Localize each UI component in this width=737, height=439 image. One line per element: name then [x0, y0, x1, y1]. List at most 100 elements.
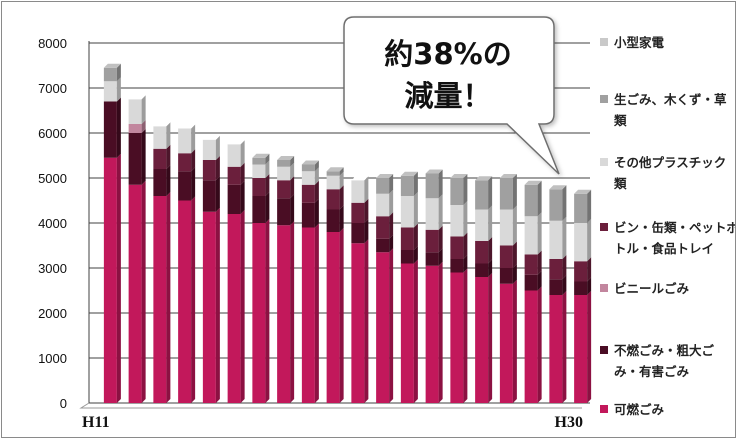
bar-side: [587, 277, 592, 295]
bar-side: [463, 268, 468, 403]
bar-side: [339, 205, 344, 232]
legend-label: み・有害ごみ: [614, 364, 690, 379]
bar-side: [413, 171, 418, 196]
bar-side: [537, 180, 542, 217]
bar-segment: [277, 180, 291, 199]
bar-segment: [178, 128, 192, 154]
bar-segment: [351, 243, 365, 403]
bar-side: [116, 63, 121, 82]
bar-side: [389, 212, 394, 239]
bar-segment: [524, 254, 538, 275]
bar-segment: [326, 175, 340, 190]
bar-segment: [326, 209, 340, 232]
bar-top: [103, 63, 121, 68]
bar-segment: [301, 202, 315, 228]
bar-side: [290, 176, 295, 199]
bar-top: [425, 169, 443, 174]
bar-segment: [178, 200, 192, 403]
bar-top: [400, 171, 418, 176]
bar-side: [463, 174, 468, 205]
bar-segment: [450, 272, 464, 403]
bar-side: [166, 192, 171, 403]
bar-segment: [400, 263, 414, 403]
bar-side: [389, 189, 394, 217]
bar-side: [215, 176, 220, 212]
bar-segment: [574, 295, 588, 403]
legend: 小型家電生ごみ、木くず・草類その他プラスチック類ビン・缶類・ペットボトル・食品ト…: [600, 35, 735, 417]
bar-segment: [524, 274, 538, 291]
x-tick-labels: H11 H30: [82, 414, 583, 431]
bar-side: [438, 169, 443, 199]
bar-segment: [549, 189, 563, 221]
bar-side: [339, 228, 344, 403]
bar-side: [364, 176, 369, 203]
bar-side: [364, 198, 369, 223]
bar-top: [351, 176, 369, 181]
bar-segment: [450, 259, 464, 273]
bar-side: [215, 135, 220, 160]
bar-segment: [128, 99, 142, 124]
bar-side: [314, 167, 319, 185]
bar-side: [166, 144, 171, 169]
bar-side: [389, 234, 394, 253]
bar-segment: [499, 245, 513, 268]
bar-segment: [425, 198, 439, 230]
legend-swatch: [600, 38, 608, 46]
legend-label: ビニールごみ: [614, 281, 690, 296]
legend-label: 可燃ごみ: [614, 402, 665, 417]
legend-swatch: [600, 95, 608, 103]
bar-side: [463, 255, 468, 273]
bar-segment: [475, 277, 489, 403]
bar-segment: [499, 178, 513, 210]
bar-side: [191, 149, 196, 172]
legend-swatch: [600, 284, 608, 292]
bar-side: [537, 212, 542, 255]
bar-segment: [549, 295, 563, 403]
bar-segment: [524, 184, 538, 217]
bar-side: [413, 192, 418, 228]
bar-segment: [450, 236, 464, 259]
bar-segment: [103, 81, 117, 102]
bar-side: [314, 223, 319, 403]
bar-side: [413, 246, 418, 264]
bar-side: [141, 129, 146, 185]
bar-segment: [277, 166, 291, 181]
bar-side: [537, 270, 542, 291]
bar-top: [326, 167, 344, 172]
bar-segment: [326, 171, 340, 176]
bar-segment: [376, 216, 390, 239]
bar-segment: [301, 164, 315, 172]
bar-segment: [475, 241, 489, 264]
bar-side: [438, 248, 443, 266]
bar-side: [339, 185, 344, 210]
bar-side: [339, 167, 344, 176]
legend-label: 不燃ごみ・粗大ご: [614, 343, 715, 358]
bar-segment: [252, 164, 266, 178]
bar-segment: [103, 157, 117, 403]
bar-segment: [376, 178, 390, 194]
y-tick-label: 0: [60, 396, 67, 411]
bar-side: [339, 171, 344, 190]
bar-segment: [326, 232, 340, 403]
bar-top: [499, 174, 517, 178]
bar-segment: [549, 259, 563, 280]
bar-side: [438, 194, 443, 230]
bar-side: [166, 165, 171, 196]
bar-top: [153, 122, 171, 127]
bar-segment: [153, 148, 167, 169]
bar-side: [265, 174, 270, 196]
bar-top: [524, 180, 542, 185]
bar-segment: [178, 171, 192, 201]
y-tick-labels: 0 1000 2000 3000 4000 5000 6000 7000 8000: [38, 36, 67, 411]
bar-side: [290, 162, 295, 181]
y-tick-label: 7000: [38, 81, 67, 96]
bar-segment: [227, 144, 241, 167]
bar-segment: [178, 153, 192, 172]
bar-side: [562, 255, 567, 280]
bar-segment: [202, 211, 216, 403]
y-tick-label: 3000: [38, 261, 67, 276]
legend-swatch: [600, 405, 608, 413]
bar-side: [488, 176, 493, 210]
bar-segment: [425, 173, 439, 199]
